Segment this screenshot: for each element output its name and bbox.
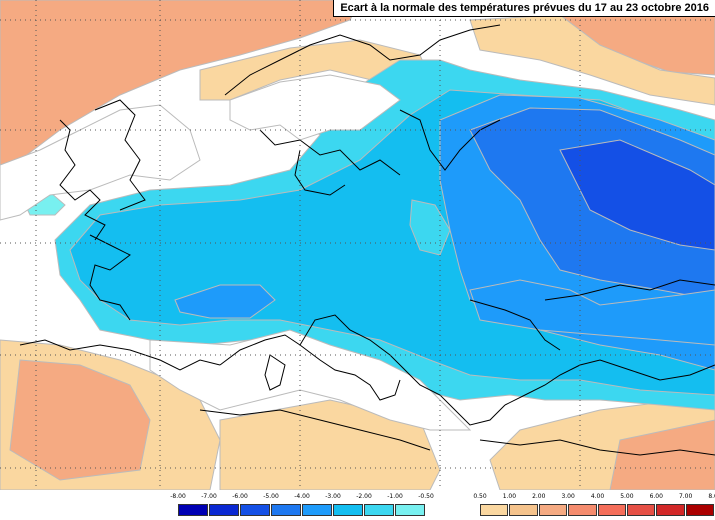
- legend-cold-swatch: [271, 504, 301, 516]
- legend-warm-label: 5.00: [620, 493, 634, 500]
- legend-cold-label: -4.00: [294, 493, 310, 500]
- legend-warm-swatch: [685, 504, 714, 516]
- legend-cold-swatch: [240, 504, 270, 516]
- legend-cold-swatch: [302, 504, 332, 516]
- legend-warm-swatch: [538, 504, 568, 516]
- legend-cold-label: -0.50: [418, 493, 434, 500]
- legend-cold-swatch: [178, 504, 208, 516]
- legend-cold-label: -6.00: [232, 493, 248, 500]
- legend-cold-swatch: [364, 504, 394, 516]
- legend-warm-label: 0.50: [473, 493, 487, 500]
- cold-zone-deepest: [559, 139, 715, 251]
- warm-zone-iberia-mid: [9, 359, 151, 481]
- legend-warm: 0.50 1.00 2.00 3.00 4.00 5.00 6.00 7.00 8.00: [473, 493, 715, 519]
- legend-cold-swatch: [333, 504, 363, 516]
- warm-zone-southeast-mid: [609, 419, 715, 491]
- legend-warm-label: 1.00: [502, 493, 517, 500]
- legend-warm-swatch: [480, 504, 509, 516]
- legend-warm-swatch: [509, 504, 538, 516]
- legend-cold: -8.00 -7.00 -6.00 -5.00 -4.00 -3.00 -2.00 -1.00…: [170, 493, 434, 519]
- legend-warm-swatch: [568, 504, 597, 516]
- legend-cold-labels: -8.00 -7.00 -6.00 -5.00 -4.00 -3.00 -2.00 -1.00…: [170, 493, 434, 503]
- cold-zone-western-france: [174, 284, 276, 319]
- legend-warm-label: 6.00: [649, 493, 663, 500]
- legend-cold-swatch: [209, 504, 239, 516]
- legend-cold-label: -3.00: [325, 493, 341, 500]
- grid-lines: [0, 0, 715, 490]
- legend-warm-labels: 0.50 1.00 2.00 3.00 4.00 5.00 6.00 7.00 8.00: [473, 493, 715, 503]
- legend-warm-swatch: [656, 504, 685, 516]
- legend-warm-label: 2.00: [532, 493, 546, 500]
- legend-warm-label: 3.00: [561, 493, 575, 500]
- coastlines: [19, 24, 715, 456]
- warm-zone-northeast-light: [469, 14, 715, 106]
- legend-cold-label: -1.00: [387, 493, 403, 500]
- legend-cold-label: -5.00: [263, 493, 279, 500]
- legend-cold-label: -2.00: [356, 493, 372, 500]
- legend-warm-swatch: [597, 504, 626, 516]
- legend-cold-swatches: [178, 504, 426, 516]
- map-title: Ecart à la normale des températures prév…: [333, 0, 715, 17]
- legend-cold-label: -7.00: [201, 493, 217, 500]
- legend-warm-swatch: [626, 504, 656, 516]
- normal-zone-british-isles: [0, 104, 201, 221]
- legend-warm-swatches: [480, 504, 715, 516]
- legend-cold-swatch: [395, 504, 425, 516]
- legend-warm-label: 8.00: [708, 493, 715, 500]
- legend-warm-label: 4.00: [590, 493, 605, 500]
- legend-warm-label: 7.00: [678, 493, 693, 500]
- cold-zone-central: [469, 279, 715, 346]
- legend-cold-label: -8.00: [170, 493, 186, 500]
